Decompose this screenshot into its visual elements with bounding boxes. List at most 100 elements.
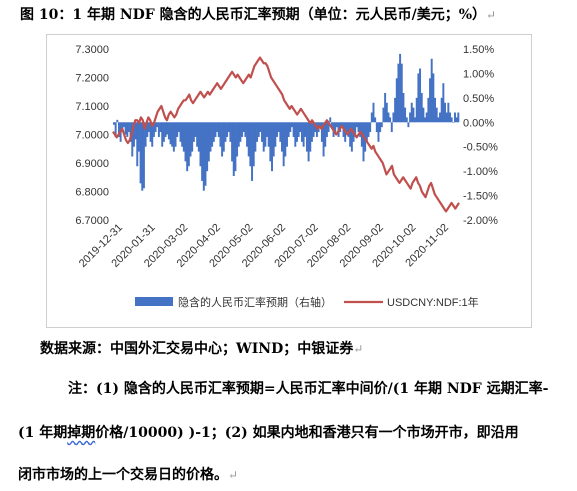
- bar: [186, 122, 189, 172]
- bar: [176, 122, 179, 137]
- bar: [330, 122, 333, 128]
- bar: [440, 97, 443, 123]
- bar: [162, 122, 165, 142]
- bar: [261, 122, 264, 142]
- bar: [256, 122, 259, 142]
- bar: [412, 107, 415, 123]
- bar: [350, 122, 353, 152]
- note-line-2: (1 年期掉期价格/10000) )-1；(2) 如果内地和香港只有一个市场开市…: [18, 425, 519, 441]
- bar: [227, 122, 230, 133]
- bar: [282, 122, 285, 167]
- bar: [385, 102, 388, 123]
- bar: [216, 122, 219, 133]
- bar: [454, 112, 456, 123]
- bar: [310, 122, 313, 142]
- bar: [229, 122, 232, 142]
- bar: [224, 122, 227, 142]
- bar: [159, 122, 162, 133]
- bar: [407, 122, 410, 128]
- bar: [377, 122, 380, 142]
- bar: [252, 122, 255, 167]
- bar: [266, 122, 268, 137]
- bar: [249, 122, 252, 167]
- bar: [276, 122, 278, 137]
- bar: [294, 122, 297, 147]
- y-right-tick-label: 0.50%: [463, 93, 494, 105]
- bar: [271, 122, 273, 172]
- bar: [414, 117, 417, 123]
- legend-label: 隐含的人民币汇率预期（右轴）: [178, 295, 332, 309]
- bar: [349, 122, 352, 147]
- bar: [434, 97, 437, 123]
- bar: [222, 122, 225, 152]
- bar: [299, 122, 302, 133]
- bar: [251, 122, 254, 181]
- bar: [199, 122, 202, 167]
- bar: [219, 122, 222, 147]
- bar: [325, 122, 328, 137]
- bar: [442, 83, 445, 123]
- bar: [129, 122, 132, 142]
- bar: [419, 68, 422, 123]
- bar: [226, 122, 229, 137]
- y-right-tick-label: -1.50%: [463, 191, 498, 203]
- bar: [449, 112, 451, 123]
- bar: [154, 122, 157, 133]
- bar: [335, 122, 338, 128]
- figure-title: 图 10：1 年期 NDF 隐含的人民币汇率预期（单位：元人民币/美元；%）↵: [20, 7, 497, 23]
- bar: [355, 122, 358, 128]
- data-source: 数据来源：中国外汇交易中心；WIND；中银证券↵: [40, 341, 364, 357]
- bar: [400, 63, 403, 123]
- bar: [187, 122, 190, 167]
- bar: [141, 122, 144, 191]
- bar: [450, 117, 453, 123]
- bar: [384, 92, 387, 123]
- bar: [132, 122, 135, 147]
- bar: [286, 122, 288, 147]
- bar: [122, 122, 125, 128]
- bar: [452, 122, 455, 123]
- bar: [402, 92, 405, 123]
- bar: [144, 122, 147, 147]
- bar: [340, 122, 343, 128]
- bar: [320, 122, 323, 142]
- bar: [241, 122, 244, 137]
- bar: [149, 122, 152, 142]
- bar: [164, 122, 167, 137]
- bar: [319, 122, 322, 128]
- bar: [439, 112, 441, 123]
- bar: [257, 122, 260, 137]
- bar: [324, 122, 327, 147]
- y-left-tick-label: 7.3000: [75, 44, 109, 56]
- bar: [231, 122, 234, 162]
- y-right-tick-label: 0.00%: [463, 117, 494, 129]
- bar: [114, 122, 117, 137]
- bar: [157, 122, 160, 137]
- bar: [126, 122, 129, 137]
- bar: [305, 122, 308, 152]
- bar: [327, 122, 330, 133]
- bar: [334, 122, 337, 133]
- bar: [370, 112, 373, 123]
- bar: [417, 73, 420, 123]
- bar: [422, 107, 425, 123]
- bar: [382, 107, 385, 123]
- bar: [281, 122, 283, 152]
- bar: [151, 122, 154, 147]
- bar: [375, 122, 378, 133]
- bar: [365, 122, 368, 142]
- bar: [390, 122, 393, 133]
- series-line: [112, 56, 460, 213]
- bar: [262, 122, 265, 152]
- bar: [124, 122, 127, 135]
- bar: [369, 122, 372, 133]
- bar: [246, 122, 249, 147]
- bar: [424, 117, 427, 123]
- note-line-1: 注：(1) 隐含的人民币汇率预期=人民币汇率中间价/(1 年期 NDF 远期汇率…: [68, 381, 549, 397]
- y-left-tick-label: 7.1000: [75, 101, 109, 113]
- bar: [292, 122, 295, 137]
- bar: [302, 122, 305, 147]
- bar: [380, 122, 383, 128]
- bar: [192, 122, 195, 142]
- bar: [415, 97, 418, 123]
